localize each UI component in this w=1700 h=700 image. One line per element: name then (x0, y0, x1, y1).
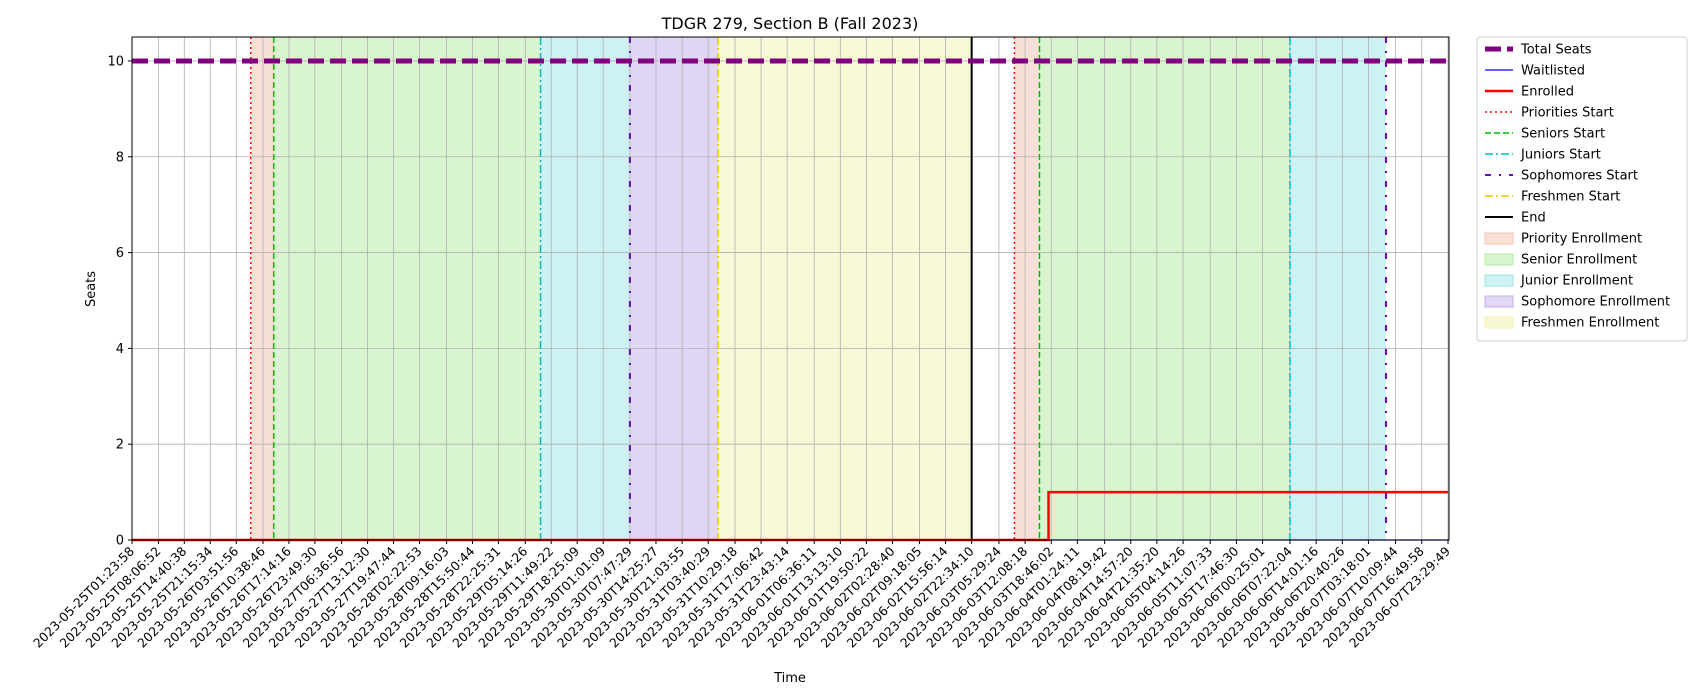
seniors-start-legend-label: Seniors Start (1521, 127, 1605, 142)
waitlisted-legend-label: Waitlisted (1521, 64, 1585, 79)
y-tick-label: 8 (116, 150, 124, 165)
enrollment-regions (250, 37, 1386, 540)
y-tick-label: 10 (107, 54, 124, 69)
junior-enrollment-region-1 (540, 37, 630, 540)
end-legend-label: End (1521, 211, 1546, 226)
legend: Total Seats Waitlisted Enrolled Priorities … (1476, 36, 1688, 342)
plot-frame (131, 36, 1450, 541)
x-axis-label: Time (773, 671, 806, 686)
priority-enrollment-legend-swatch (1484, 232, 1514, 245)
junior-enrollment-legend-label: Junior Enrollment (1520, 274, 1633, 289)
sophomore-enrollment-region-1 (629, 37, 718, 540)
freshmen-enrollment-legend-label: Freshmen Enrollment (1521, 316, 1659, 331)
legend-box (1476, 36, 1688, 342)
priorities-start-legend-label: Priorities Start (1521, 106, 1614, 121)
priority-enrollment-legend-label: Priority Enrollment (1521, 232, 1642, 247)
x-axis: 2023-05-25T01:23:582023-05-25T08:06:5220… (30, 540, 1453, 651)
priority-enrollment-region-2 (1014, 37, 1040, 540)
y-tick-label: 4 (116, 342, 124, 357)
chart-title: TDGR 279, Section B (Fall 2023) (661, 14, 919, 33)
freshmen-enrollment-legend-swatch (1484, 316, 1514, 329)
priority-enrollment-region-1 (250, 37, 274, 540)
y-tick-label: 0 (116, 534, 124, 549)
sophomores-start-legend-label: Sophomores Start (1521, 169, 1638, 184)
y-tick-label: 6 (116, 246, 124, 261)
sophomore-enrollment-legend-swatch (1484, 295, 1514, 308)
total-seats-legend-label: Total Seats (1520, 43, 1592, 58)
y-axis: 0 2 4 6 8 10 (107, 54, 132, 549)
senior-enrollment-legend-swatch (1484, 253, 1514, 266)
senior-enrollment-region-1 (273, 37, 541, 540)
freshmen-start-legend-label: Freshmen Start (1521, 190, 1620, 205)
enrolled-legend-label: Enrolled (1521, 85, 1574, 100)
senior-enrollment-legend-label: Senior Enrollment (1521, 253, 1637, 268)
sophomore-enrollment-legend-label: Sophomore Enrollment (1521, 295, 1670, 310)
freshmen-enrollment-region-1 (717, 37, 972, 540)
senior-enrollment-region-2 (1039, 37, 1290, 540)
junior-enrollment-legend-swatch (1484, 274, 1514, 287)
juniors-start-legend-label: Juniors Start (1520, 148, 1601, 163)
phase-marker-lines (250, 37, 1387, 540)
junior-enrollment-region-2 (1289, 37, 1386, 540)
y-tick-label: 2 (116, 438, 124, 453)
y-axis-label: Seats (84, 271, 99, 307)
